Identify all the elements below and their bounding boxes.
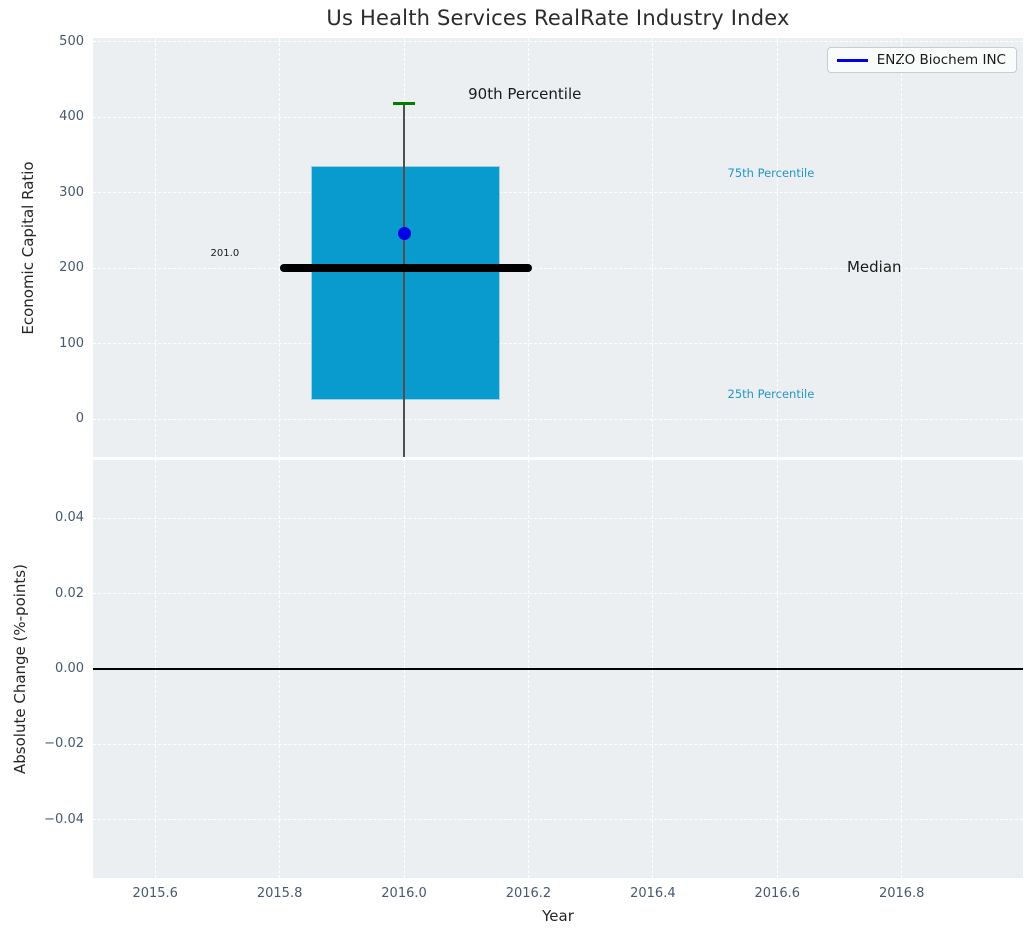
y-tick-label: 0 [75,411,84,427]
company-point [397,227,411,241]
annotation-25th-percentile: 25th Percentile [727,387,815,401]
p90-cap [393,102,415,106]
zero-line [93,668,1023,670]
annotation-90th-percentile: 90th Percentile [468,84,582,103]
y-tick-label: 400 [59,109,84,125]
gridline [93,819,1023,821]
gridline [93,116,1023,118]
gridline [652,38,654,457]
chart-title: Us Health Services RealRate Industry Ind… [326,6,790,30]
bottom-plot-area [93,460,1023,878]
x-tick-label: 2015.6 [132,886,178,901]
x-tick-label: 2016.8 [878,886,925,901]
gridline [776,38,778,457]
legend: ENZO Biochem INC [826,47,1017,73]
y-tick-label: 200 [59,260,84,276]
gridline [93,517,1023,519]
top-plot-area: ENZO Biochem INC 90th Percentile 75th Per… [93,38,1023,457]
annotation-75th-percentile: 75th Percentile [727,165,815,180]
y-tick-label: 100 [59,335,84,351]
y-tick-label: −0.02 [44,736,84,752]
top-y-axis-label: Economic Capital Ratio [19,160,37,335]
gridline [93,267,1023,269]
annotation-201-0: 201.0 [210,247,240,259]
y-tick-label: 0.02 [55,585,84,601]
median-line [279,263,532,272]
gridline [93,418,1023,420]
x-tick-label: 2016.4 [630,886,676,901]
y-tick-label: −0.04 [44,811,84,827]
gridline [93,593,1023,595]
x-tick-label: 2016.2 [505,886,552,901]
gridline [527,38,529,457]
y-tick-label: 0.04 [55,510,84,526]
x-tick-label: 2016.6 [754,886,801,901]
gridline [93,343,1023,345]
x-tick-label: 2016.0 [381,886,427,901]
box-iqr [310,166,501,400]
gridline [154,38,156,457]
x-axis-label: Year [542,907,574,925]
gridline [93,192,1023,194]
gridline [901,38,903,457]
gridline [93,41,1023,43]
y-tick-label: 0.00 [55,661,84,676]
whisker [403,103,405,457]
x-tick-label: 2015.8 [256,886,303,901]
y-tick-label: 300 [59,184,84,200]
legend-line-sample [836,58,868,62]
legend-label: ENZO Biochem INC [876,52,1006,68]
gridline [93,743,1023,745]
annotation-median: Median [846,258,902,277]
y-tick-label: 500 [59,33,84,49]
gridline [279,38,281,457]
